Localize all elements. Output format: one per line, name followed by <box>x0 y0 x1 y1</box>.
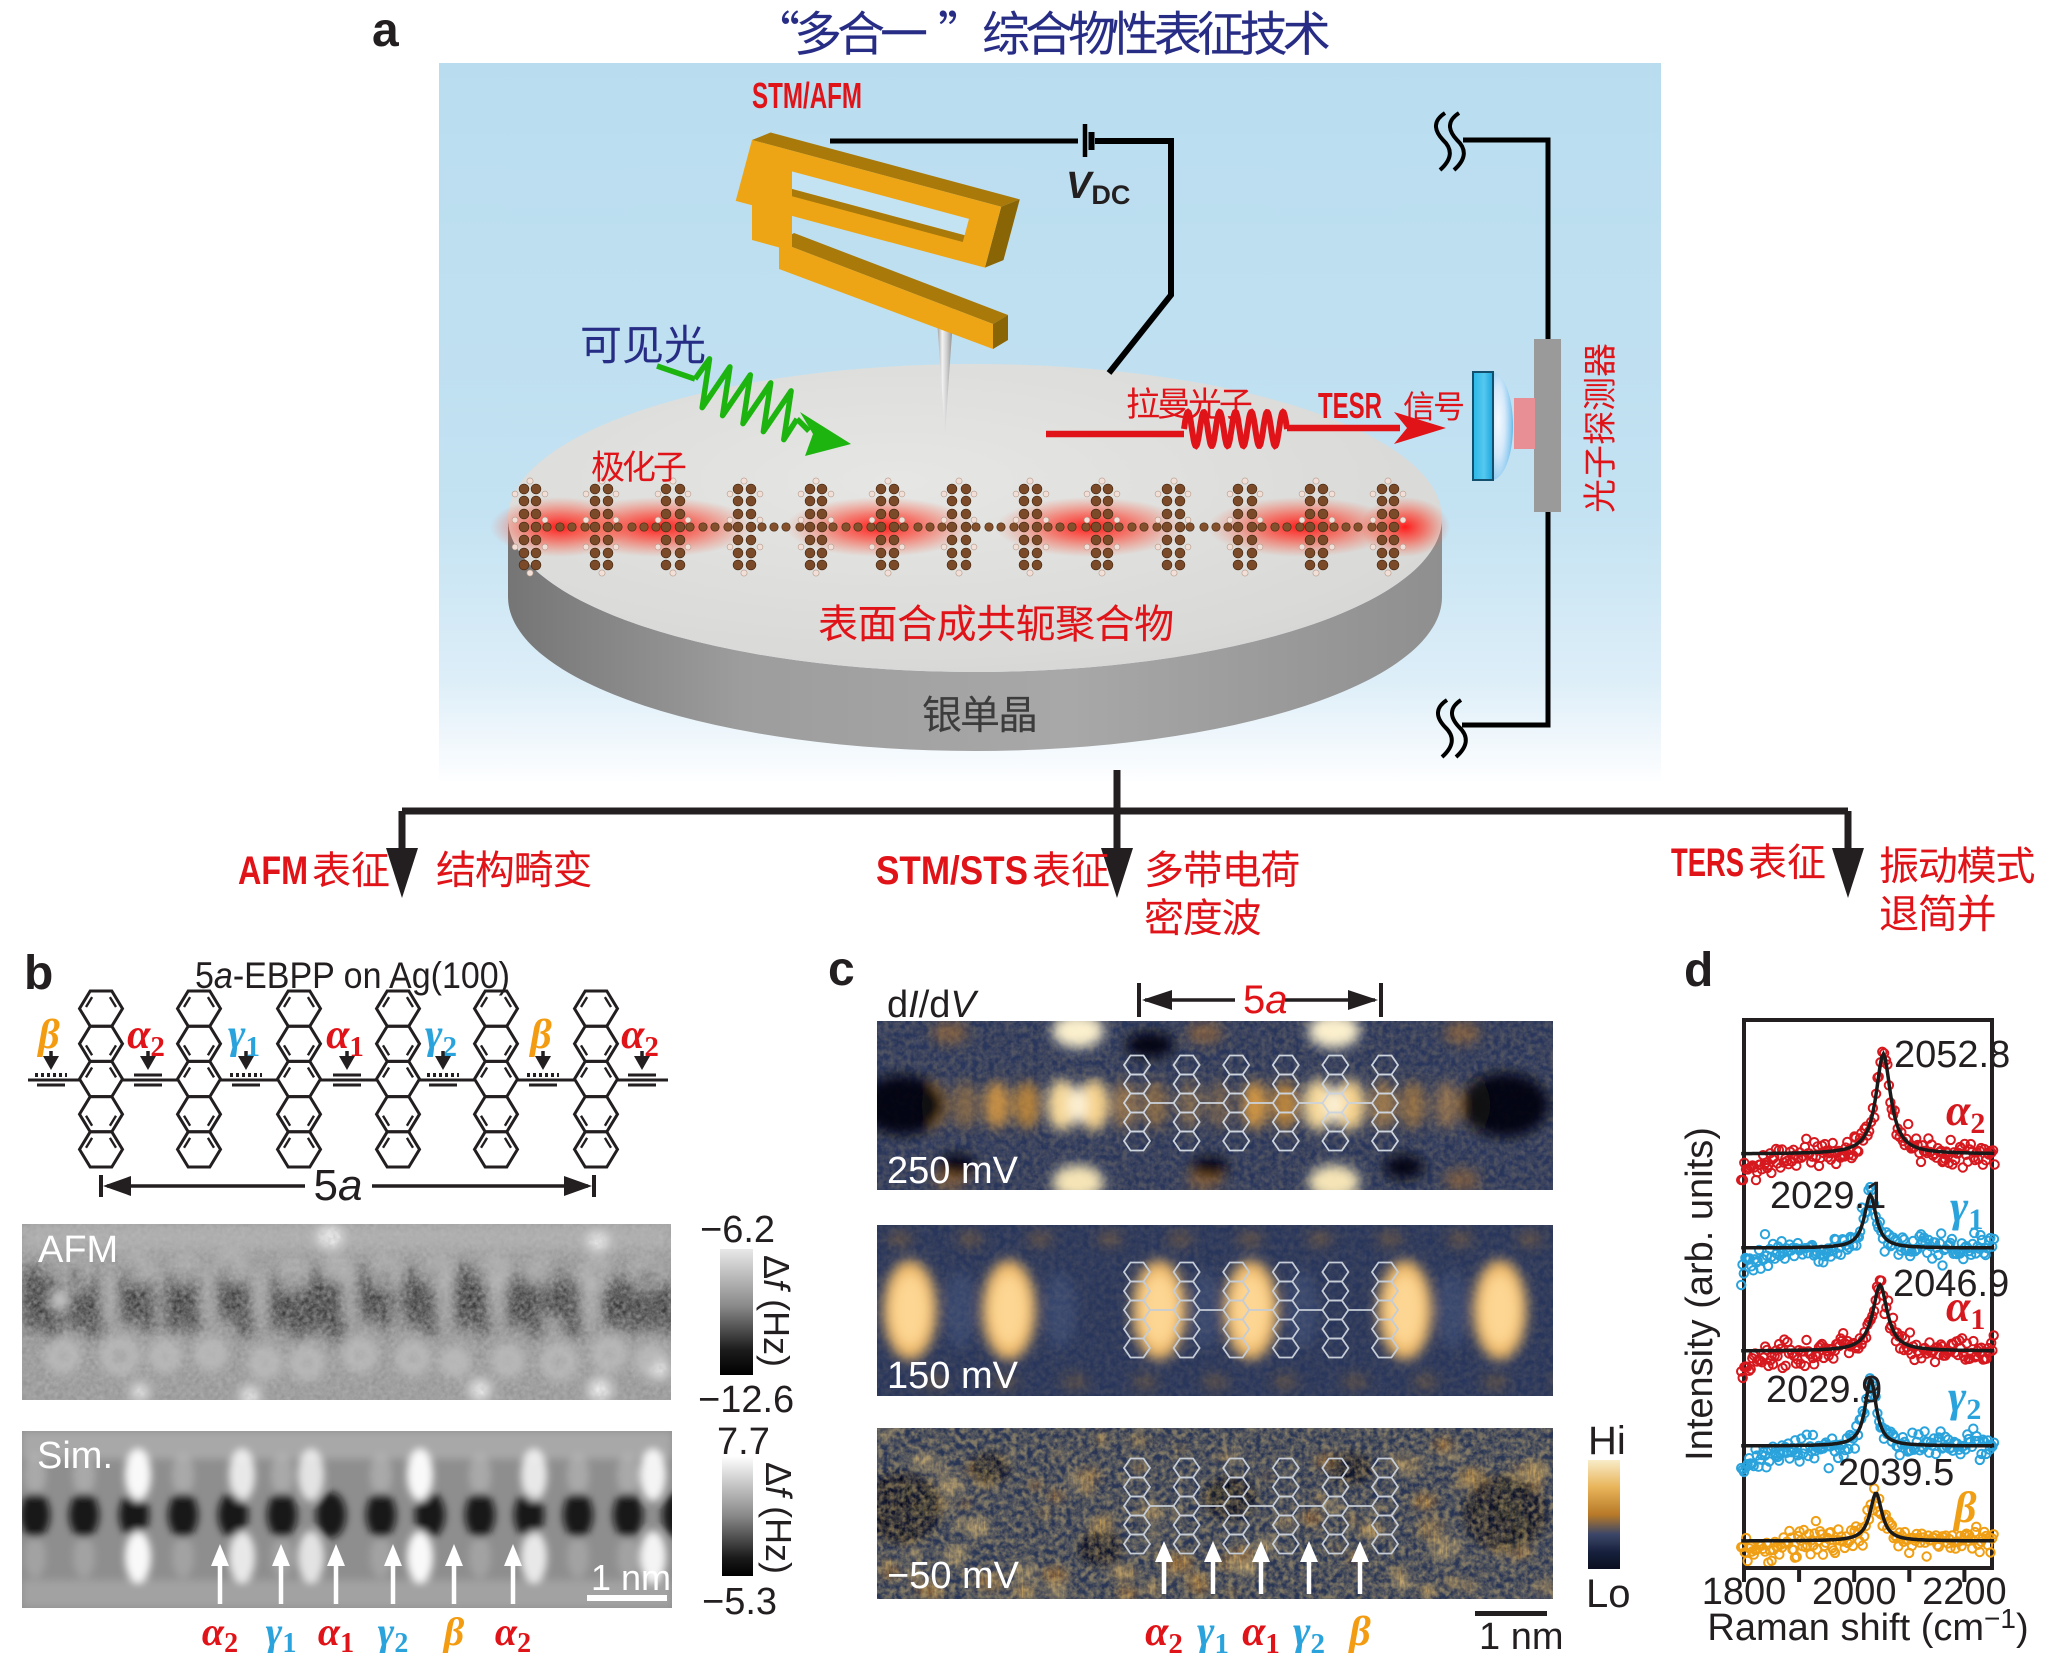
svg-text:β: β <box>442 1609 465 1653</box>
svg-text:AFM: AFM <box>238 849 308 893</box>
svg-text:2029.9: 2029.9 <box>1766 1369 1882 1411</box>
svg-text:5a-EBPP on Ag(100): 5a-EBPP on Ag(100) <box>195 955 510 996</box>
svg-text:β: β <box>1952 1483 1977 1532</box>
svg-text:2046.9: 2046.9 <box>1893 1263 2009 1305</box>
svg-text:−5.3: −5.3 <box>702 1581 777 1623</box>
svg-text:α1: α1 <box>1242 1609 1280 1653</box>
svg-text:TERS: TERS <box>1671 841 1744 885</box>
svg-text:−6.2: −6.2 <box>700 1209 775 1251</box>
svg-text:α2: α2 <box>495 1609 531 1653</box>
svg-text:α1: α1 <box>318 1609 354 1653</box>
svg-text:5a: 5a <box>1243 978 1288 1022</box>
svg-text:STM/STS: STM/STS <box>876 849 1028 893</box>
svg-text:2029.1: 2029.1 <box>1770 1175 1886 1217</box>
svg-text:−12.6: −12.6 <box>698 1379 794 1421</box>
svg-text:−50 mV: −50 mV <box>887 1555 1020 1597</box>
svg-text:1 nm: 1 nm <box>591 1557 671 1598</box>
svg-text:2000: 2000 <box>1812 1571 1897 1613</box>
svg-text:Intensity (arb. units): Intensity (arb. units) <box>1679 1127 1721 1461</box>
svg-text:2052.8: 2052.8 <box>1894 1034 2010 1076</box>
svg-text:α2: α2 <box>202 1609 238 1653</box>
svg-text:α2: α2 <box>127 1012 165 1063</box>
svg-text:Raman shift (cm−1): Raman shift (cm−1) <box>1707 1603 2028 1649</box>
svg-text:Lo: Lo <box>1586 1572 1631 1616</box>
svg-text:Hi: Hi <box>1588 1419 1626 1463</box>
svg-text:γ2: γ2 <box>425 1012 457 1063</box>
svg-text:α2: α2 <box>1145 1609 1183 1653</box>
svg-text:α1: α1 <box>1946 1282 1985 1336</box>
svg-text:5a: 5a <box>314 1161 363 1210</box>
svg-text:AFM: AFM <box>38 1229 118 1271</box>
svg-text:β: β <box>36 1012 60 1058</box>
svg-text:dI/dV: dI/dV <box>887 984 979 1026</box>
svg-text:TESR: TESR <box>1318 385 1382 426</box>
svg-text:7.7: 7.7 <box>717 1421 770 1463</box>
svg-text:2039.5: 2039.5 <box>1838 1452 1954 1494</box>
svg-text:γ1: γ1 <box>266 1609 297 1653</box>
svg-text:γ2: γ2 <box>378 1609 409 1653</box>
svg-text:γ1: γ1 <box>228 1012 260 1063</box>
svg-text:γ1: γ1 <box>1950 1182 1983 1236</box>
svg-text:α1: α1 <box>326 1012 364 1063</box>
svg-text:a: a <box>372 4 399 57</box>
svg-text:250 mV: 250 mV <box>887 1150 1019 1192</box>
svg-text:b: b <box>24 947 53 1000</box>
svg-text:Sim.: Sim. <box>37 1435 113 1477</box>
svg-text:γ2: γ2 <box>1293 1609 1325 1653</box>
svg-text:γ1: γ1 <box>1197 1609 1229 1653</box>
svg-text:150 mV: 150 mV <box>887 1355 1019 1397</box>
svg-text:Δf (Hz): Δf (Hz) <box>758 1462 799 1574</box>
svg-text:c: c <box>828 943 855 996</box>
svg-text:1800: 1800 <box>1702 1571 1787 1613</box>
svg-text:Δf (Hz): Δf (Hz) <box>756 1255 797 1367</box>
svg-text:d: d <box>1684 944 1713 997</box>
svg-text:β: β <box>528 1012 552 1058</box>
svg-text:VDC: VDC <box>1066 165 1130 210</box>
svg-text:STM/AFM: STM/AFM <box>752 75 862 116</box>
svg-text:α2: α2 <box>621 1012 659 1063</box>
svg-text:2200: 2200 <box>1922 1571 2007 1613</box>
svg-text:1 nm: 1 nm <box>1479 1616 1563 1653</box>
svg-text:β: β <box>1347 1609 1371 1653</box>
